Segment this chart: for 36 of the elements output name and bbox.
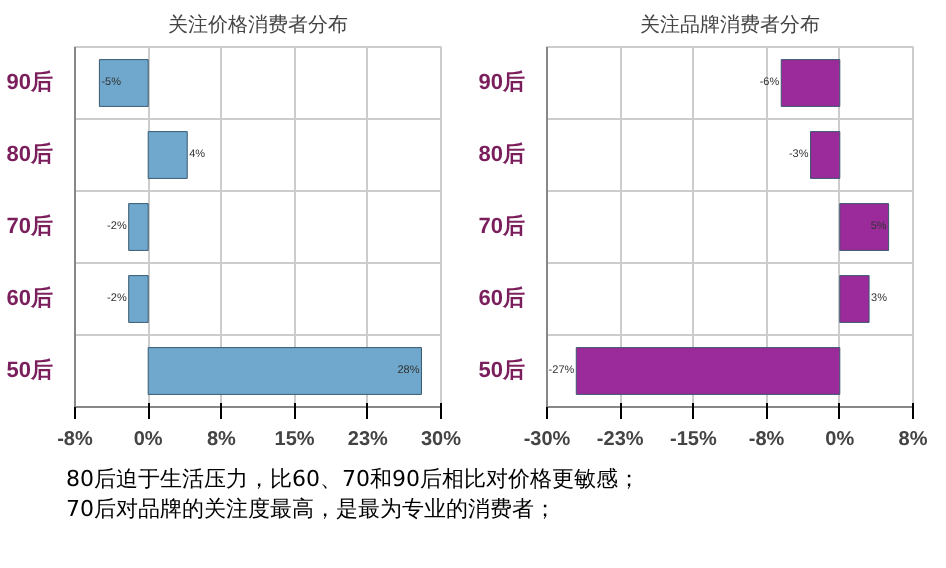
bar [810, 131, 841, 179]
x-tick-label: 8% [206, 429, 237, 451]
x-tick-label: 8% [898, 429, 928, 451]
x-tick-label: -23% [596, 429, 644, 451]
bar [780, 59, 841, 107]
bar [839, 203, 890, 251]
y-tick-label: 50后 [478, 357, 526, 383]
x-tick-label: 15% [274, 429, 315, 451]
y-tick-label: 80后 [478, 141, 526, 167]
bar [147, 347, 422, 395]
y-tick-label: 80后 [6, 141, 54, 167]
y-tick-label: 50后 [6, 357, 54, 383]
bar [128, 203, 149, 251]
x-tick-label: -8% [57, 429, 93, 451]
x-tick-label: -8% [748, 429, 785, 451]
x-tick-label: 0% [133, 429, 163, 451]
chart-title: 关注品牌消费者分布 [640, 13, 820, 37]
y-tick-label: 60后 [478, 285, 526, 311]
y-tick-label: 90后 [478, 69, 526, 95]
text: 70后对品牌的关注度最高，是最为专业的消费者； [66, 495, 556, 522]
y-tick-label: 60后 [6, 285, 54, 311]
y-tick-label: 70后 [6, 213, 54, 239]
x-tick-label: -30% [523, 429, 571, 451]
y-tick-label: 70后 [478, 213, 526, 239]
x-tick-label: 0% [825, 429, 855, 451]
x-tick-label: 23% [347, 429, 389, 451]
x-tick-label: -15% [670, 429, 717, 451]
text: 80后迫于生活压力，比60、70和90后相比对价格更敏感； [66, 466, 640, 492]
chart-title: 关注价格消费者分布 [168, 13, 348, 37]
bar [575, 347, 841, 395]
bar [839, 275, 870, 323]
x-tick-label: 30% [420, 429, 462, 451]
y-tick-label: 90后 [6, 69, 54, 95]
bar [147, 131, 188, 179]
bar [128, 275, 149, 323]
bar [98, 59, 149, 107]
